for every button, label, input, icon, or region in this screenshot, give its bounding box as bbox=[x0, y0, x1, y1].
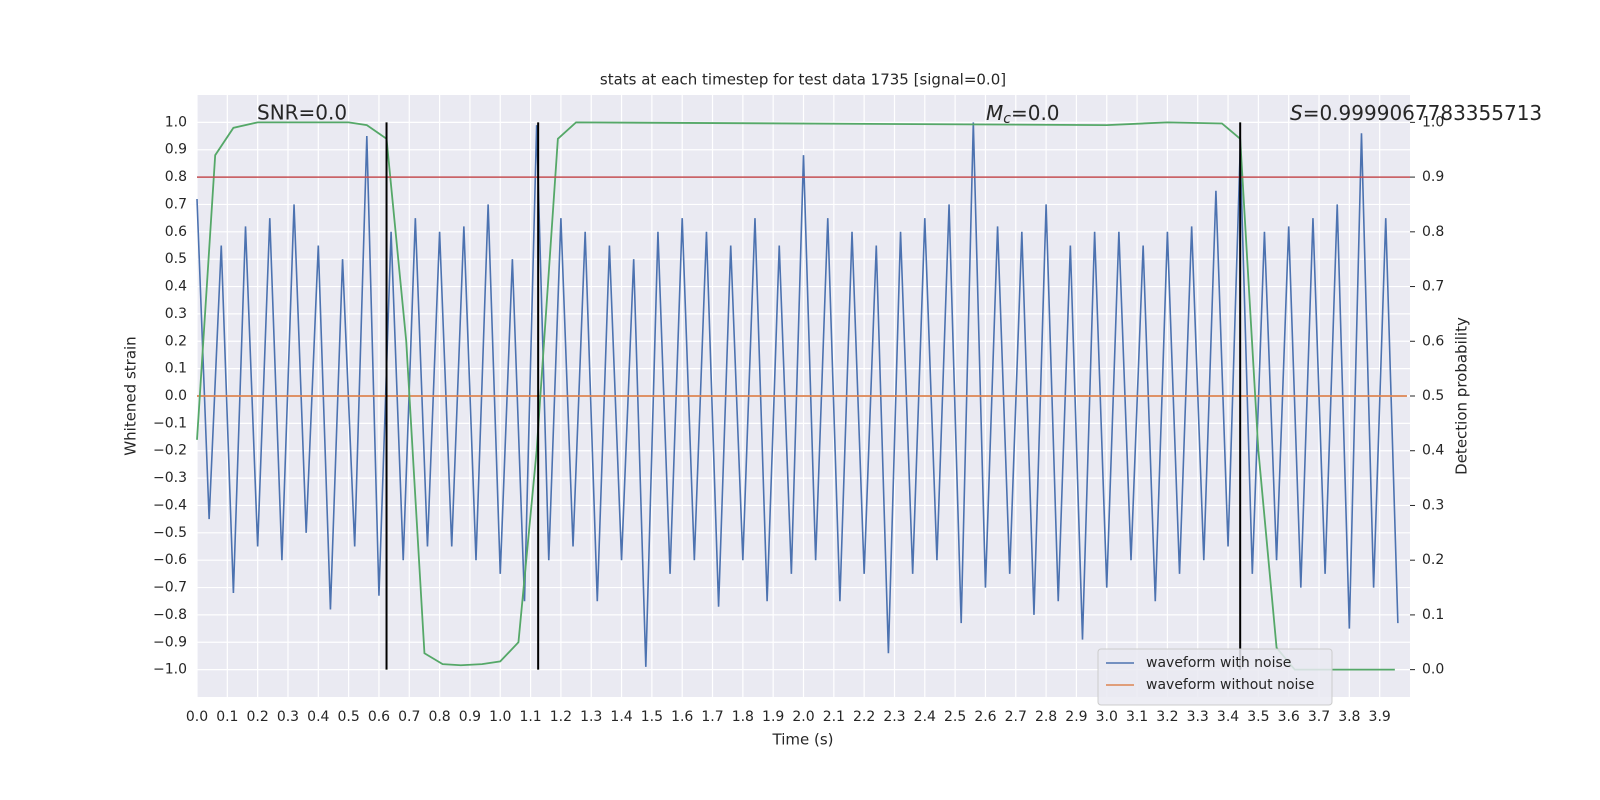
x-tick-label: 3.1 bbox=[1126, 709, 1148, 725]
x-tick-label: 3.5 bbox=[1247, 709, 1269, 725]
x-tick-label: 2.9 bbox=[1065, 709, 1087, 725]
y2-tick-label: 0.4 bbox=[1422, 443, 1444, 459]
y-tick-label: 0.1 bbox=[165, 361, 187, 377]
x-tick-label: 2.8 bbox=[1035, 709, 1057, 725]
x-tick-label: 0.9 bbox=[459, 709, 481, 725]
y2-tick-label: 0.7 bbox=[1422, 279, 1444, 295]
y2-tick-label: 0.9 bbox=[1422, 169, 1444, 185]
y-tick-label: 0.2 bbox=[165, 333, 187, 349]
legend: waveform with noise waveform without nois… bbox=[1097, 648, 1333, 706]
x-axis-label: Time (s) bbox=[772, 731, 834, 749]
x-tick-label: 2.5 bbox=[944, 709, 966, 725]
x-tick-label: 1.0 bbox=[489, 709, 511, 725]
annotation-s: S=0.9999067783355713 bbox=[1290, 101, 1542, 125]
x-tick-label: 3.0 bbox=[1096, 709, 1118, 725]
x-tick-label: 2.4 bbox=[914, 709, 936, 725]
y2-tick-label: 1.0 bbox=[1422, 114, 1444, 130]
y2-tick-label: 0.8 bbox=[1422, 224, 1444, 240]
annotation-mc-subscript: c bbox=[1003, 111, 1011, 127]
annotation-mc: Mc=0.0 bbox=[986, 101, 1060, 128]
x-tick-label: 0.0 bbox=[186, 709, 208, 725]
x-tick-label: 1.2 bbox=[550, 709, 572, 725]
chart-title: stats at each timestep for test data 173… bbox=[600, 71, 1006, 89]
x-tick-label: 1.6 bbox=[671, 709, 693, 725]
y-tick-label: −0.6 bbox=[153, 552, 187, 568]
legend-label: waveform with noise bbox=[1146, 655, 1291, 671]
annotation-mc-symbol: M bbox=[986, 101, 1003, 125]
x-tick-label: 3.2 bbox=[1156, 709, 1178, 725]
x-tick-label: 1.5 bbox=[641, 709, 663, 725]
x-tick-label: 0.1 bbox=[216, 709, 238, 725]
y-tick-label: 0.9 bbox=[165, 142, 187, 158]
x-tick-label: 3.3 bbox=[1187, 709, 1209, 725]
x-tick-label: 3.9 bbox=[1369, 709, 1391, 725]
y-tick-label: 1.0 bbox=[165, 114, 187, 130]
y-tick-label: 0.6 bbox=[165, 224, 187, 240]
y-tick-label: −0.9 bbox=[153, 634, 187, 650]
x-tick-label: 1.3 bbox=[580, 709, 602, 725]
y-axis-label: Whitened strain bbox=[122, 336, 140, 455]
y-tick-label: −0.7 bbox=[153, 580, 187, 596]
y-tick-label: −0.8 bbox=[153, 607, 187, 623]
x-tick-label: 2.1 bbox=[823, 709, 845, 725]
y-tick-label: −0.2 bbox=[153, 443, 187, 459]
x-tick-label: 1.9 bbox=[762, 709, 784, 725]
x-tick-label: 3.4 bbox=[1217, 709, 1239, 725]
y2-tick-label: 0.2 bbox=[1422, 552, 1444, 568]
y2-axis-label: Detection probability bbox=[1453, 317, 1471, 475]
y-tick-label: −0.4 bbox=[153, 497, 187, 513]
y-tick-label: 0.3 bbox=[165, 306, 187, 322]
annotation-snr: SNR=0.0 bbox=[257, 101, 347, 125]
y-tick-label: 0.0 bbox=[165, 388, 187, 404]
y2-tick-label: 0.5 bbox=[1422, 388, 1444, 404]
y2-tick-label: 0.0 bbox=[1422, 662, 1444, 678]
x-tick-label: 2.3 bbox=[883, 709, 905, 725]
annotation-mc-text: =0.0 bbox=[1011, 101, 1060, 125]
x-tick-label: 1.1 bbox=[519, 709, 541, 725]
x-tick-label: 2.0 bbox=[792, 709, 814, 725]
y-tick-label: −1.0 bbox=[153, 662, 187, 678]
x-tick-label: 0.4 bbox=[307, 709, 329, 725]
marks bbox=[196, 121, 1410, 671]
x-tick-label: 1.7 bbox=[701, 709, 723, 725]
x-tick-label: 0.6 bbox=[368, 709, 390, 725]
y2-tick-label: 0.1 bbox=[1422, 607, 1444, 623]
y2-tick-label: 0.3 bbox=[1422, 497, 1444, 513]
annotation-s-symbol: S bbox=[1290, 101, 1303, 125]
x-tick-label: 2.7 bbox=[1005, 709, 1027, 725]
x-tick-label: 1.4 bbox=[610, 709, 632, 725]
y-tick-label: −0.1 bbox=[153, 415, 187, 431]
y2-tick-label: 0.6 bbox=[1422, 333, 1444, 349]
x-tick-label: 0.8 bbox=[428, 709, 450, 725]
x-tick-label: 0.7 bbox=[398, 709, 420, 725]
y-tick-label: 0.5 bbox=[165, 251, 187, 267]
y-tick-label: 0.4 bbox=[165, 279, 187, 295]
y-tick-label: −0.3 bbox=[153, 470, 187, 486]
x-tick-label: 0.2 bbox=[247, 709, 269, 725]
x-tick-label: 2.2 bbox=[853, 709, 875, 725]
x-tick-label: 0.3 bbox=[277, 709, 299, 725]
annotation-s-text: =0.9999067783355713 bbox=[1303, 101, 1542, 125]
y-tick-label: −0.5 bbox=[153, 525, 187, 541]
x-tick-label: 0.5 bbox=[337, 709, 359, 725]
x-tick-label: 2.6 bbox=[974, 709, 996, 725]
legend-box bbox=[1097, 648, 1333, 706]
y-tick-label: 0.8 bbox=[165, 169, 187, 185]
x-tick-label: 1.8 bbox=[732, 709, 754, 725]
x-tick-label: 3.6 bbox=[1278, 709, 1300, 725]
legend-label: waveform without noise bbox=[1146, 677, 1314, 693]
x-tick-label: 3.8 bbox=[1338, 709, 1360, 725]
x-tick-label: 3.7 bbox=[1308, 709, 1330, 725]
y-tick-label: 0.7 bbox=[165, 196, 187, 212]
